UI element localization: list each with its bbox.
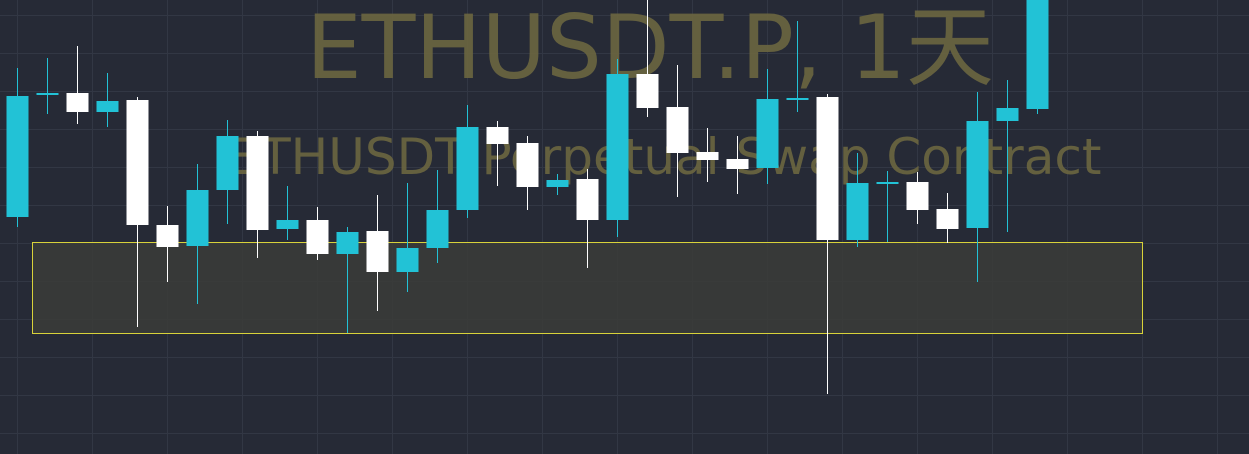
- candle: [336, 227, 359, 333]
- candle: [996, 80, 1019, 232]
- candle-body: [996, 108, 1019, 121]
- candle: [126, 97, 149, 327]
- candle: [786, 21, 809, 112]
- candle: [186, 164, 209, 304]
- candle-body: [546, 180, 569, 187]
- candle-body: [936, 209, 959, 229]
- candle-body: [336, 232, 359, 254]
- candle: [426, 170, 449, 263]
- candle-body: [576, 179, 599, 220]
- candle-body: [6, 96, 29, 217]
- candle: [246, 131, 269, 258]
- candle-body: [366, 231, 389, 272]
- candle: [366, 195, 389, 311]
- candle: [216, 120, 239, 224]
- candle-body: [906, 182, 929, 210]
- candle-body: [606, 74, 629, 220]
- candle-body: [636, 74, 659, 108]
- candle: [576, 169, 599, 268]
- candle: [696, 128, 719, 182]
- candle: [96, 73, 119, 127]
- candle-body: [786, 98, 809, 100]
- candle-body: [456, 127, 479, 210]
- candle-body: [756, 99, 779, 168]
- candle: [156, 206, 179, 282]
- candle-body: [216, 136, 239, 190]
- candle-body: [36, 93, 59, 95]
- candle: [756, 69, 779, 184]
- candle: [876, 171, 899, 242]
- candle: [726, 136, 749, 194]
- candle-body: [516, 143, 539, 187]
- candle-body: [696, 152, 719, 160]
- candle-body: [66, 93, 89, 112]
- candle: [516, 136, 539, 210]
- candle-body: [876, 182, 899, 184]
- candle-body: [486, 127, 509, 144]
- candle-body: [156, 225, 179, 247]
- candle: [6, 68, 29, 227]
- candle-body: [966, 121, 989, 228]
- candle-body: [186, 190, 209, 246]
- candle: [936, 193, 959, 243]
- candle: [606, 59, 629, 237]
- candle: [396, 183, 419, 292]
- candle: [816, 94, 839, 394]
- candle-body: [126, 100, 149, 225]
- candle-body: [666, 107, 689, 153]
- candle-body: [426, 210, 449, 248]
- candle-body: [396, 248, 419, 272]
- watermark-subtitle: ETHUSDT Perpetual Swap Contract: [229, 128, 1102, 186]
- candle: [906, 172, 929, 224]
- candle-body: [846, 183, 869, 240]
- candle-body: [306, 220, 329, 254]
- candle: [966, 92, 989, 282]
- candle-body: [96, 101, 119, 112]
- candle: [66, 46, 89, 124]
- candle: [306, 207, 329, 260]
- candle-body: [816, 97, 839, 240]
- candle-body: [276, 220, 299, 229]
- candle: [636, 0, 659, 117]
- candle: [486, 121, 509, 186]
- candle: [546, 174, 569, 195]
- candle-layer: [6, 0, 1049, 394]
- candle: [666, 65, 689, 197]
- candle: [1026, 0, 1049, 114]
- candle: [36, 58, 59, 114]
- candle: [276, 186, 299, 240]
- candle-body: [1026, 0, 1049, 109]
- candle: [846, 153, 869, 247]
- candle: [456, 105, 479, 218]
- candle-body: [246, 136, 269, 230]
- candle-body: [726, 159, 749, 169]
